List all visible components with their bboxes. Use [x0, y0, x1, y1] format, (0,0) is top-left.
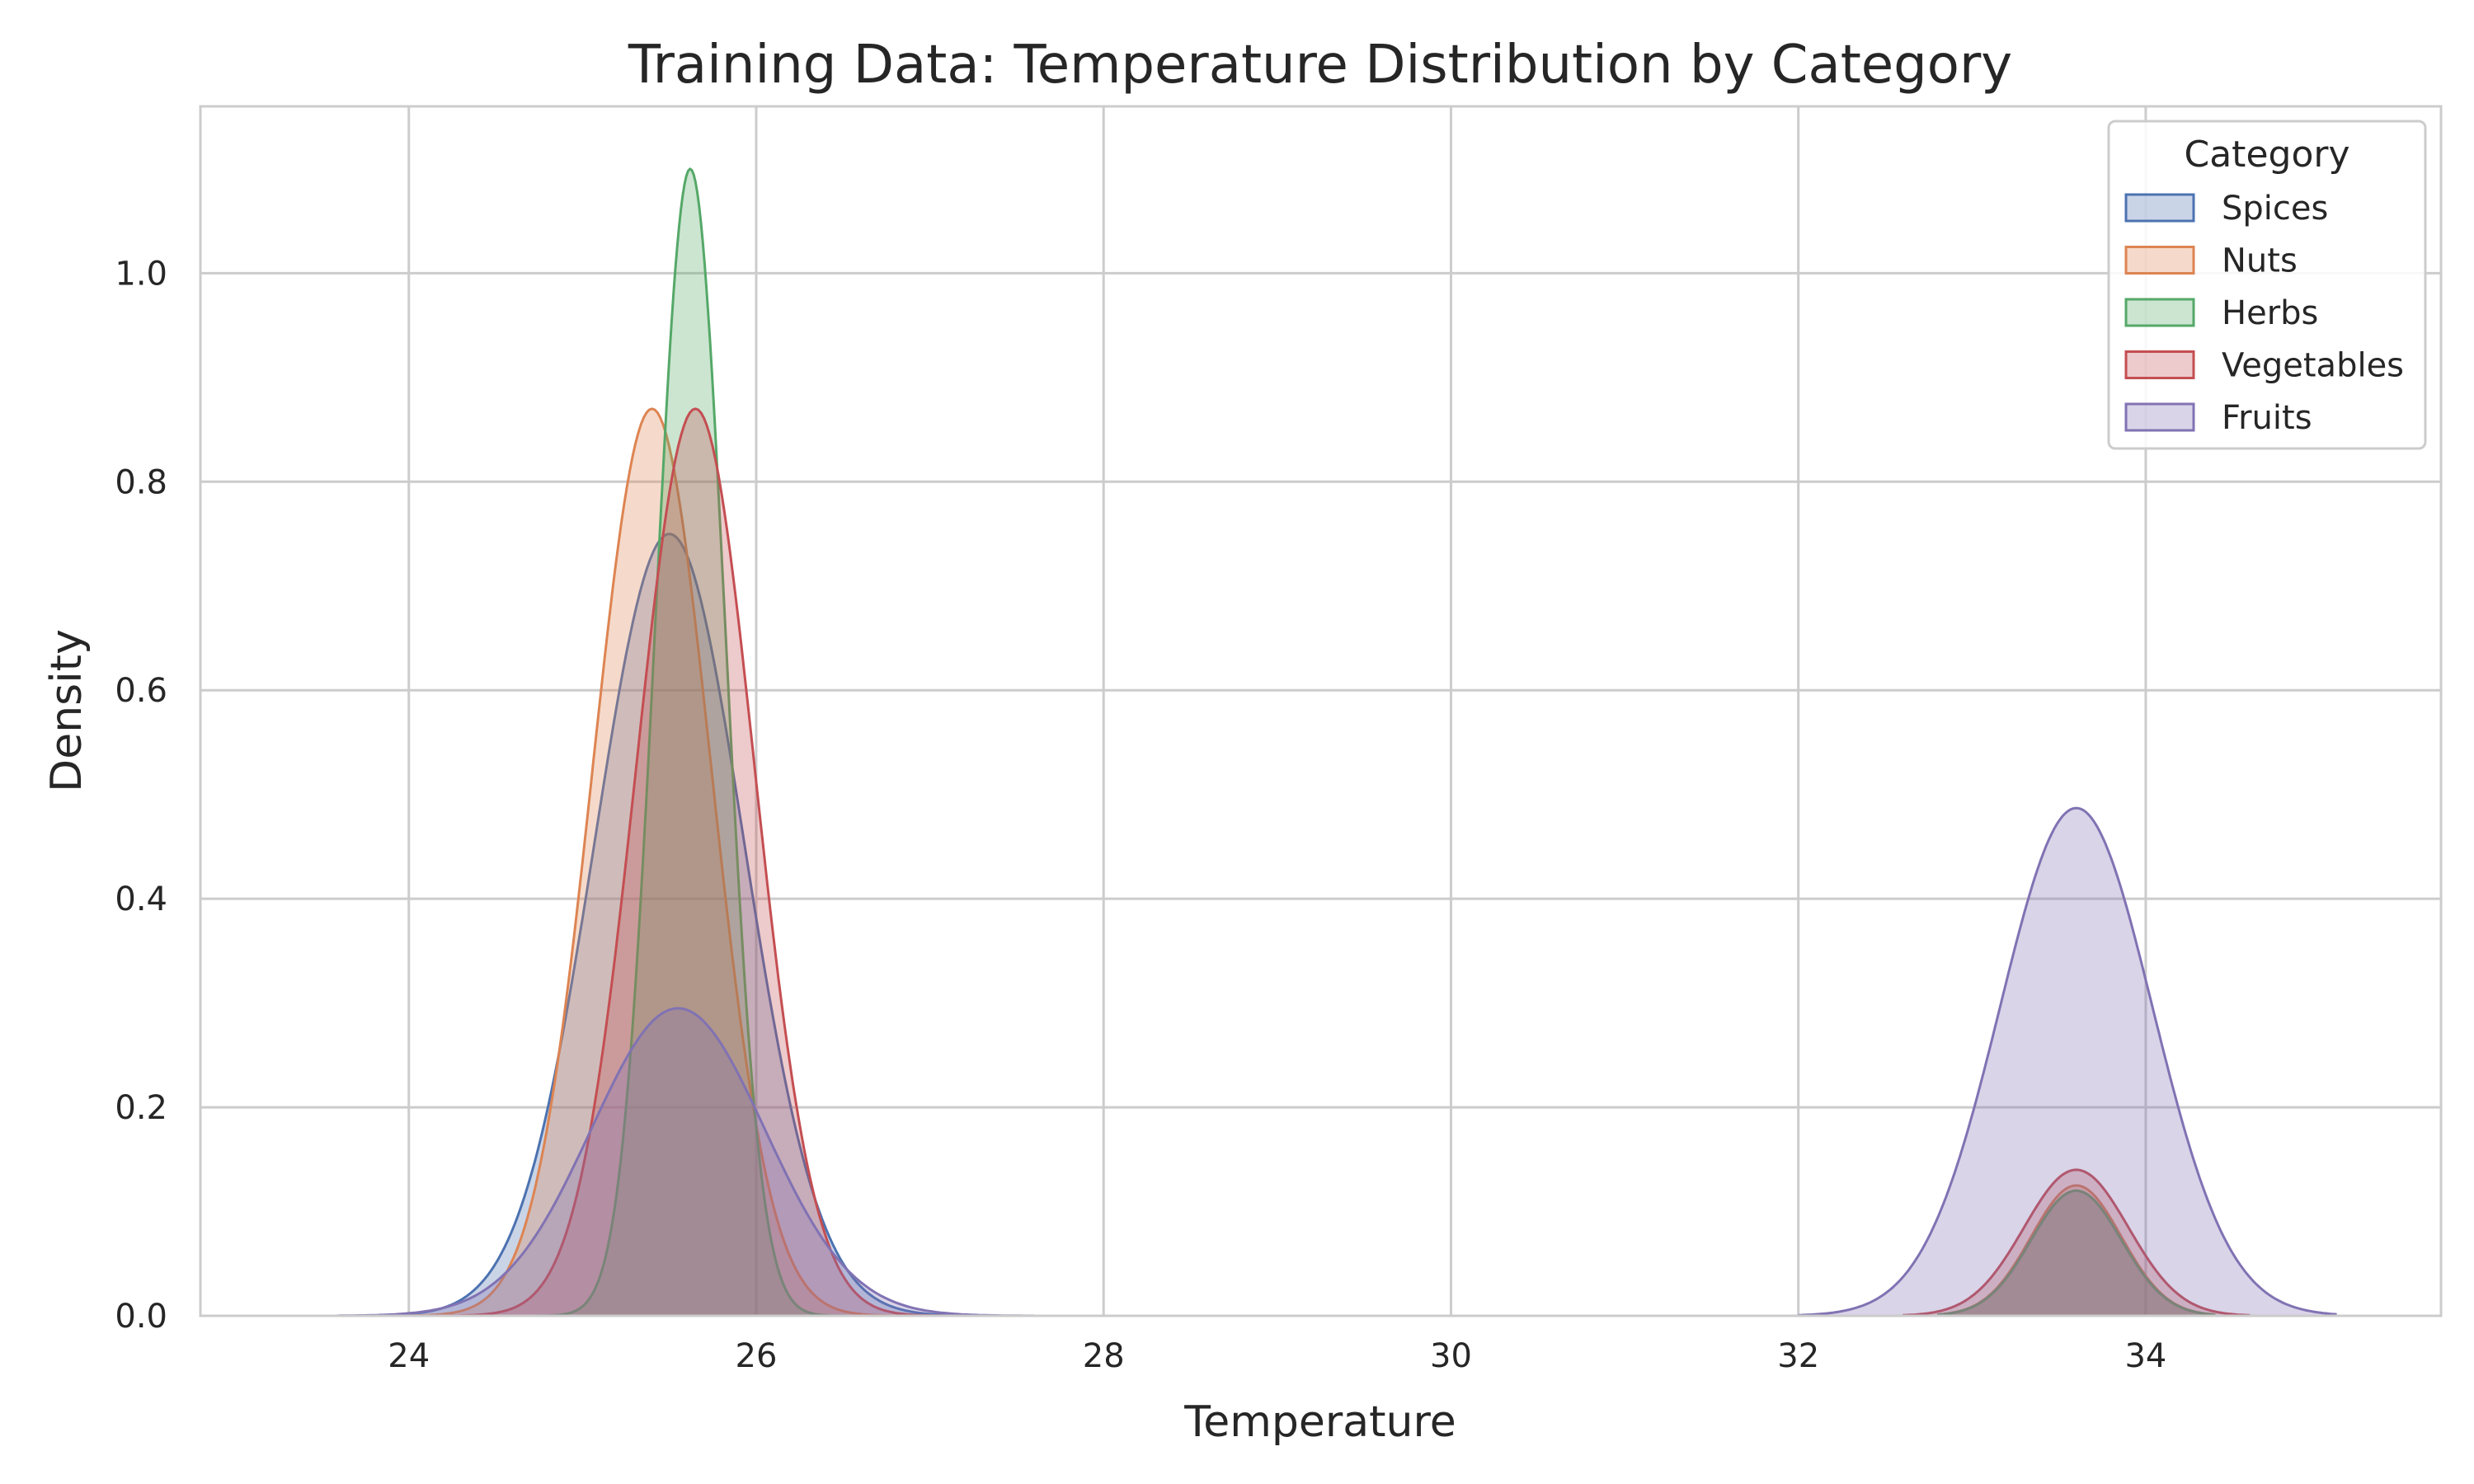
density-area-spices [304, 533, 982, 1316]
legend-label: Herbs [2222, 294, 2318, 332]
y-tick-label: 0.2 [115, 1089, 167, 1127]
density-line-fruits [339, 1007, 1034, 1317]
x-tick-label: 34 [2124, 1337, 2166, 1375]
density-line-vegetables [408, 407, 982, 1317]
density-area-nuts [1937, 1185, 2216, 1316]
legend-label: Spices [2222, 190, 2328, 228]
y-tick-label: 0.0 [115, 1298, 167, 1336]
x-tick-label: 32 [1777, 1337, 1819, 1375]
legend-swatch-nuts [2124, 246, 2195, 275]
density-line-vegetables [1903, 1168, 2251, 1317]
density-line-herbs [513, 167, 878, 1317]
density-line-fruits [1798, 806, 2337, 1317]
legend-swatch-vegetables [2124, 350, 2195, 379]
y-axis-label: Density [42, 629, 92, 792]
density-area-nuts [374, 408, 930, 1316]
density-area-fruits [1798, 808, 2337, 1316]
density-area-vegetables [408, 408, 982, 1316]
tick-labels: 24 26 28 30 32 34 0.0 0.2 0.4 0.6 0.8 1.0 [115, 255, 2166, 1375]
x-tick-label: 30 [1430, 1337, 1472, 1375]
legend-swatch-herbs [2124, 298, 2195, 327]
legend-label: Vegetables [2222, 347, 2404, 385]
y-tick-label: 0.4 [115, 881, 167, 918]
y-tick-label: 0.6 [115, 672, 167, 710]
x-axis-label: Temperature [1183, 1397, 1456, 1447]
density-area-herbs [1937, 1190, 2216, 1316]
plot-frame [199, 105, 2443, 1317]
y-tick-label: 1.0 [115, 255, 167, 293]
legend-label: Nuts [2222, 242, 2298, 280]
legend-label: Fruits [2222, 399, 2312, 437]
legend-swatch-spices [2124, 193, 2195, 223]
legend-swatch-fruits [2124, 402, 2195, 432]
legend-box [2107, 120, 2427, 450]
x-tick-label: 28 [1083, 1337, 1125, 1375]
density-area-fruits [339, 1008, 1034, 1316]
legend: Category Spices Nuts Herbs Vegetables Fruits [2107, 120, 2427, 450]
density-area-herbs [513, 168, 878, 1316]
density-line-herbs [1937, 1189, 2216, 1317]
density-area-vegetables [1903, 1169, 2251, 1316]
x-tick-label: 24 [388, 1337, 430, 1375]
density-area-spices [1937, 1190, 2216, 1316]
chart-title: Training Data: Temperature Distribution … [628, 35, 2012, 96]
y-tick-label: 0.8 [115, 463, 167, 501]
x-tick-label: 26 [736, 1337, 778, 1375]
legend-items: Spices Nuts Herbs Vegetables Fruits [2124, 190, 2404, 437]
legend-title: Category [2185, 134, 2350, 176]
density-series [304, 167, 2337, 1317]
density-line-nuts [374, 407, 930, 1317]
